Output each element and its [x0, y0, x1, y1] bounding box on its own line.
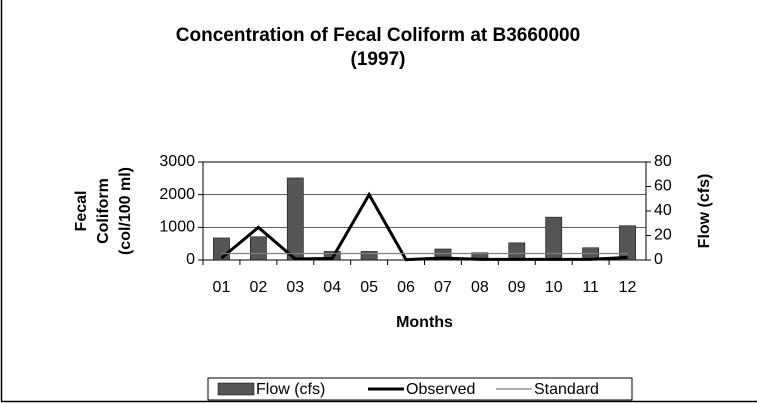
plot-area	[202, 161, 647, 261]
x-tick-label: 08	[471, 279, 489, 296]
x-tick-label: 04	[323, 279, 341, 296]
y2-tick-label: 80	[654, 153, 672, 170]
x-axis-label: Months	[396, 314, 453, 331]
x-tick-label: 12	[619, 279, 637, 296]
legend-label: Observed	[406, 381, 475, 398]
bar	[508, 242, 526, 261]
y-tick-label: 1000	[159, 219, 195, 236]
x-tick-label: 01	[213, 279, 231, 296]
bar	[250, 236, 267, 261]
y2-tick-label: 60	[654, 178, 672, 195]
x-tick-label: 05	[360, 279, 378, 296]
y-axis-label: Fecal	[73, 191, 90, 232]
y-axis-label: (col/100 ml)	[117, 167, 134, 255]
bar	[434, 248, 452, 261]
x-tick-label: 03	[286, 279, 304, 296]
x-tick-label: 10	[545, 279, 563, 296]
legend-swatch	[217, 382, 255, 396]
y2-tick-label: 20	[654, 227, 672, 244]
bar	[286, 177, 304, 261]
y2-tick-label: 40	[654, 202, 672, 219]
bar	[619, 225, 636, 261]
y-axis-label: Coliform	[95, 178, 112, 244]
chart-title: Concentration of Fecal Coliform at B3660…	[176, 25, 580, 46]
chart-title: (1997)	[351, 49, 406, 70]
bar	[360, 251, 378, 261]
x-tick-label: 11	[582, 279, 599, 296]
x-tick-label: 02	[249, 279, 267, 296]
legend-label: Flow (cfs)	[256, 381, 325, 398]
y-tick-label: 3000	[159, 153, 195, 170]
y-tick-label: 2000	[159, 186, 195, 203]
y2-tick-label: 0	[654, 251, 663, 268]
x-tick-label: 09	[508, 279, 526, 296]
y-tick-label: 0	[186, 251, 195, 268]
legend-label: Standard	[534, 381, 599, 398]
x-tick-label: 06	[397, 279, 415, 296]
legend-box	[207, 377, 633, 401]
y2-axis-label: Flow (cfs)	[696, 174, 713, 249]
x-tick-label: 07	[434, 279, 452, 296]
